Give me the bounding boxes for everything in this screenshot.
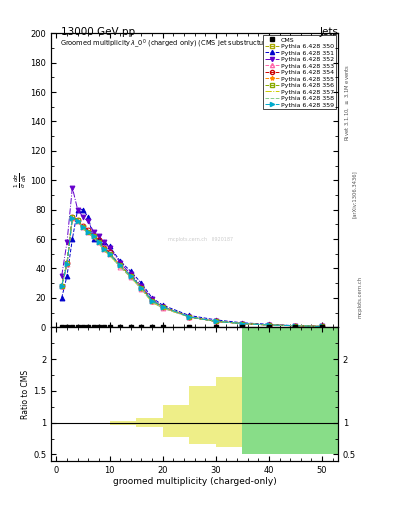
Text: 13000 GeV pp: 13000 GeV pp [61,27,135,37]
Text: mcplots.cern.ch   II920187: mcplots.cern.ch II920187 [168,237,233,242]
Y-axis label: Ratio to CMS: Ratio to CMS [21,370,30,419]
Text: Jets: Jets [320,27,339,37]
Text: [arXiv:1306.3436]: [arXiv:1306.3436] [352,170,357,219]
Text: mcplots.cern.ch: mcplots.cern.ch [358,276,363,318]
Text: Groomed multiplicity$\,\lambda\_0^0$ (charged only) (CMS jet substructure): Groomed multiplicity$\,\lambda\_0^0$ (ch… [60,38,274,51]
Legend: CMS, Pythia 6.428 350, Pythia 6.428 351, Pythia 6.428 352, Pythia 6.428 353, Pyt: CMS, Pythia 6.428 350, Pythia 6.428 351,… [263,35,336,110]
X-axis label: groomed multiplicity (charged-only): groomed multiplicity (charged-only) [113,477,276,486]
Y-axis label: $\frac{1}{\sigma}\,\frac{d\sigma}{d\lambda}$: $\frac{1}{\sigma}\,\frac{d\sigma}{d\lamb… [13,173,29,188]
Text: Rivet 3.1.10, $\geq$ 3.1M events: Rivet 3.1.10, $\geq$ 3.1M events [344,64,351,141]
